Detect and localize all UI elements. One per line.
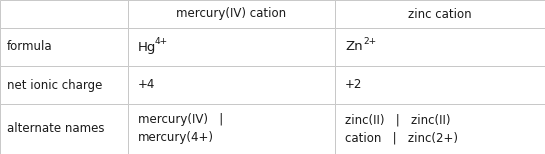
Bar (335, 0, 545, 28)
Text: Hg: Hg (138, 41, 156, 53)
Text: mercury(4+): mercury(4+) (138, 132, 214, 144)
Bar (0, 0, 128, 28)
Text: 2+: 2+ (363, 36, 376, 45)
Bar (335, 104, 545, 154)
Bar (128, 0, 335, 28)
Bar (128, 66, 335, 104)
Text: zinc(II)   |   zinc(II): zinc(II) | zinc(II) (345, 113, 451, 126)
Bar (335, 66, 545, 104)
Text: mercury(IV) cation: mercury(IV) cation (177, 8, 287, 20)
Bar (128, 28, 335, 66)
Text: +4: +4 (138, 79, 155, 91)
Text: Zn: Zn (345, 41, 362, 53)
Text: net ionic charge: net ionic charge (7, 79, 102, 91)
Text: zinc cation: zinc cation (408, 8, 472, 20)
Text: cation   |   zinc(2+): cation | zinc(2+) (345, 132, 458, 144)
Bar (0, 104, 128, 154)
Bar (335, 28, 545, 66)
Text: mercury(IV)   |: mercury(IV) | (138, 113, 223, 126)
Text: formula: formula (7, 41, 53, 53)
Bar (0, 28, 128, 66)
Text: alternate names: alternate names (7, 122, 105, 136)
Bar (0, 66, 128, 104)
Bar (128, 104, 335, 154)
Text: 4+: 4+ (155, 36, 168, 45)
Text: +2: +2 (345, 79, 362, 91)
